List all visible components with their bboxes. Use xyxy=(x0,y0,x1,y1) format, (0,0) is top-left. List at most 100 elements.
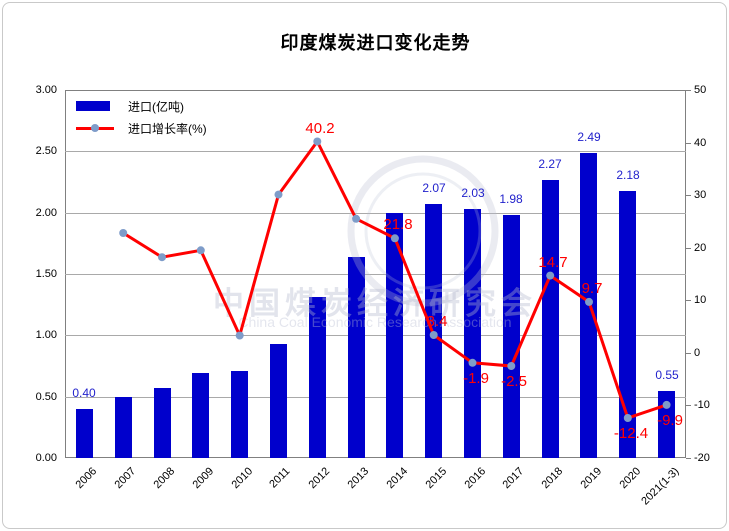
x-axis-tick-2009: 2009 xyxy=(189,465,216,492)
line-point-2015 xyxy=(429,331,438,339)
bar-label-2019: 2.49 xyxy=(577,130,601,144)
line-point-2011 xyxy=(274,190,283,199)
x-axis-tick-2007: 2007 xyxy=(111,465,138,492)
x-axis-tick-2013: 2013 xyxy=(344,465,371,492)
line-point-2007 xyxy=(119,229,128,237)
left-axis-tick-0.00: 0.00 xyxy=(35,452,57,464)
legend-line-marker-icon xyxy=(91,124,99,132)
right-axis-tick-20: 20 xyxy=(694,242,707,254)
right-axis-tick-0: 0 xyxy=(694,347,701,359)
bar-label-2006: 0.40 xyxy=(72,386,96,400)
x-axis-tick-2008: 2008 xyxy=(150,465,177,492)
legend-line-swatch xyxy=(76,123,114,133)
bar-2011 xyxy=(270,344,287,458)
right-axis-tick-10: 10 xyxy=(694,294,707,306)
x-axis-tick-2021(1-3): 2021(1-3) xyxy=(639,465,682,508)
right-axis-tick--10: -10 xyxy=(694,399,710,411)
legend-bar-label: 进口(亿吨) xyxy=(128,99,184,114)
right-axis-tickmark--10 xyxy=(686,405,691,406)
left-axis-tick-3.00: 3.00 xyxy=(35,84,57,96)
right-axis-tickmark-10 xyxy=(686,300,691,301)
bar-2010 xyxy=(231,371,248,458)
legend-line-label: 进口增长率(%) xyxy=(128,121,207,136)
line-point-2021(1-3) xyxy=(662,400,671,409)
right-axis-tick-40: 40 xyxy=(694,137,707,149)
left-axis-tick-0.50: 0.50 xyxy=(35,391,57,403)
line-label-2019: 9.7 xyxy=(581,280,603,297)
x-axis-tick-2019: 2019 xyxy=(577,465,604,492)
gridline-1.00 xyxy=(65,335,686,336)
legend: 进口(亿吨) 进口增长率(%) xyxy=(76,95,207,139)
gridlines-layer xyxy=(65,90,686,458)
bar-label-2020: 2.18 xyxy=(616,168,640,182)
right-axis-tickmark-30 xyxy=(686,195,691,196)
right-axis-tick--20: -20 xyxy=(694,452,710,464)
x-axis-tick-2011: 2011 xyxy=(267,465,293,491)
bar-label-2018: 2.27 xyxy=(538,157,562,171)
right-axis-tick-50: 50 xyxy=(694,84,707,96)
bar-2018 xyxy=(542,180,559,458)
right-axis-tickmark-0 xyxy=(686,353,691,354)
bar-label-2016: 2.03 xyxy=(461,186,485,200)
chart-title: 印度煤炭进口变化走势 xyxy=(280,33,471,53)
left-axis-tick-2.00: 2.00 xyxy=(35,207,57,219)
line-label-2021(1-3): -9.9 xyxy=(657,412,683,429)
bar-2012 xyxy=(309,297,326,458)
legend-item-growth-rate: 进口增长率(%) xyxy=(76,117,207,139)
line-point-2010 xyxy=(235,331,244,340)
line-label-2016: -1.9 xyxy=(463,370,489,387)
x-axis-tick-2014: 2014 xyxy=(383,465,410,492)
line-label-2012: 40.2 xyxy=(305,120,335,137)
left-axis-tick-1.50: 1.50 xyxy=(35,268,57,280)
bar-2017 xyxy=(503,215,520,458)
gridline-0.50 xyxy=(65,397,686,398)
x-axis-tick-2016: 2016 xyxy=(461,465,488,492)
x-axis-tick-2015: 2015 xyxy=(422,465,449,492)
x-axis-tick-2018: 2018 xyxy=(538,465,565,492)
right-axis-tickmark--20 xyxy=(686,458,691,459)
x-axis-tick-2020: 2020 xyxy=(616,465,643,492)
bar-2013 xyxy=(348,257,365,458)
x-axis-tick-2012: 2012 xyxy=(305,465,332,492)
bar-label-2015: 2.07 xyxy=(422,181,446,195)
bar-2006 xyxy=(76,409,93,458)
line-point-2014 xyxy=(390,234,399,243)
bar-2020 xyxy=(619,191,636,458)
right-axis-tickmark-50 xyxy=(686,90,691,91)
line-label-2017: -2.5 xyxy=(501,373,527,390)
line-point-2009 xyxy=(196,246,205,255)
bar-2009 xyxy=(192,373,209,458)
line-label-2020: -12.4 xyxy=(613,425,649,442)
growth-line-layer xyxy=(119,137,671,422)
right-axis-tick-30: 30 xyxy=(694,189,707,201)
axes-layer: 0.00 0.50 1.00 1.50 2.00 2.50 3.00 -20 -10 0 10 20 3… xyxy=(3,3,726,528)
right-axis-tickmark-40 xyxy=(686,143,691,144)
line-label-2018: 14.7 xyxy=(538,254,568,271)
gridline-2.00 xyxy=(65,213,686,214)
bar-2007 xyxy=(115,397,132,458)
gridline-1.50 xyxy=(65,274,686,275)
legend-bar-swatch xyxy=(76,101,110,111)
line-label-2015: 3.4 xyxy=(426,313,448,330)
data-labels-layer: 0.40 2.07 2.03 1.98 2.27 2.49 2.18 0.55 40.2 21.8… xyxy=(3,3,726,528)
x-axis-tick-2017: 2017 xyxy=(499,465,526,492)
line-label-2014: 21.8 xyxy=(383,216,413,233)
bar-2008 xyxy=(154,388,171,458)
line-point-2019 xyxy=(585,297,593,306)
line-point-2008 xyxy=(158,253,166,262)
line-point-2012 xyxy=(313,137,322,146)
line-point-2013 xyxy=(352,214,361,223)
x-axis-tick-2010: 2010 xyxy=(228,465,255,492)
line-point-2020 xyxy=(623,414,632,422)
left-axis-tick-1.00: 1.00 xyxy=(35,329,57,341)
bar-2014 xyxy=(386,213,403,458)
legend-item-imports: 进口(亿吨) xyxy=(76,95,207,117)
right-axis-tickmark-20 xyxy=(686,248,691,249)
line-point-2018 xyxy=(546,271,555,280)
bars-layer xyxy=(65,90,686,458)
left-axis-tick-2.50: 2.50 xyxy=(35,145,57,157)
line-point-2017 xyxy=(507,362,516,370)
bar-label-2017: 1.98 xyxy=(499,192,523,206)
x-axis-tick-2006: 2006 xyxy=(72,465,99,492)
